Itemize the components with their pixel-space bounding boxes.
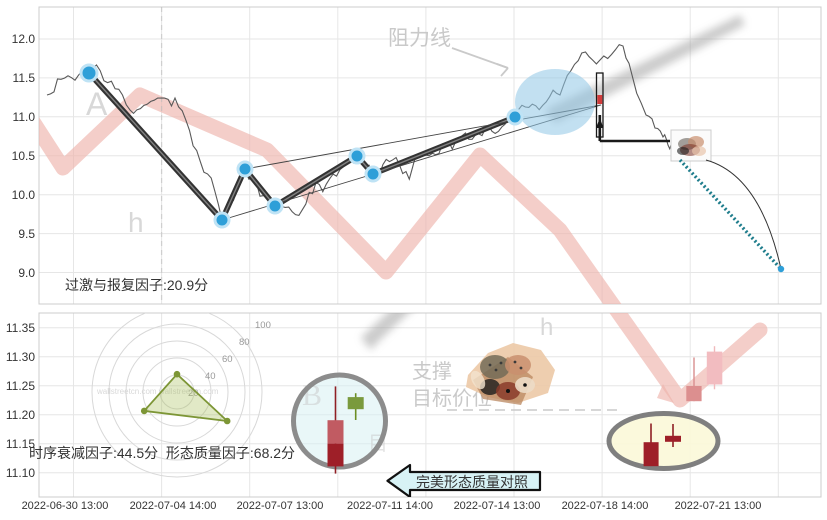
svg-text:h: h <box>540 314 553 341</box>
svg-text:100: 100 <box>255 320 271 331</box>
svg-text:60: 60 <box>222 354 233 365</box>
svg-text:支撑: 支撑 <box>412 360 452 383</box>
svg-text:80: 80 <box>239 337 250 348</box>
svg-text:阻力线: 阻力线 <box>388 27 451 50</box>
svg-text:wallstreetcn.com wallstreetcn: wallstreetcn.com wallstreetcn.com <box>96 387 219 396</box>
svg-text:40: 40 <box>205 371 216 382</box>
svg-text:h: h <box>128 207 144 238</box>
